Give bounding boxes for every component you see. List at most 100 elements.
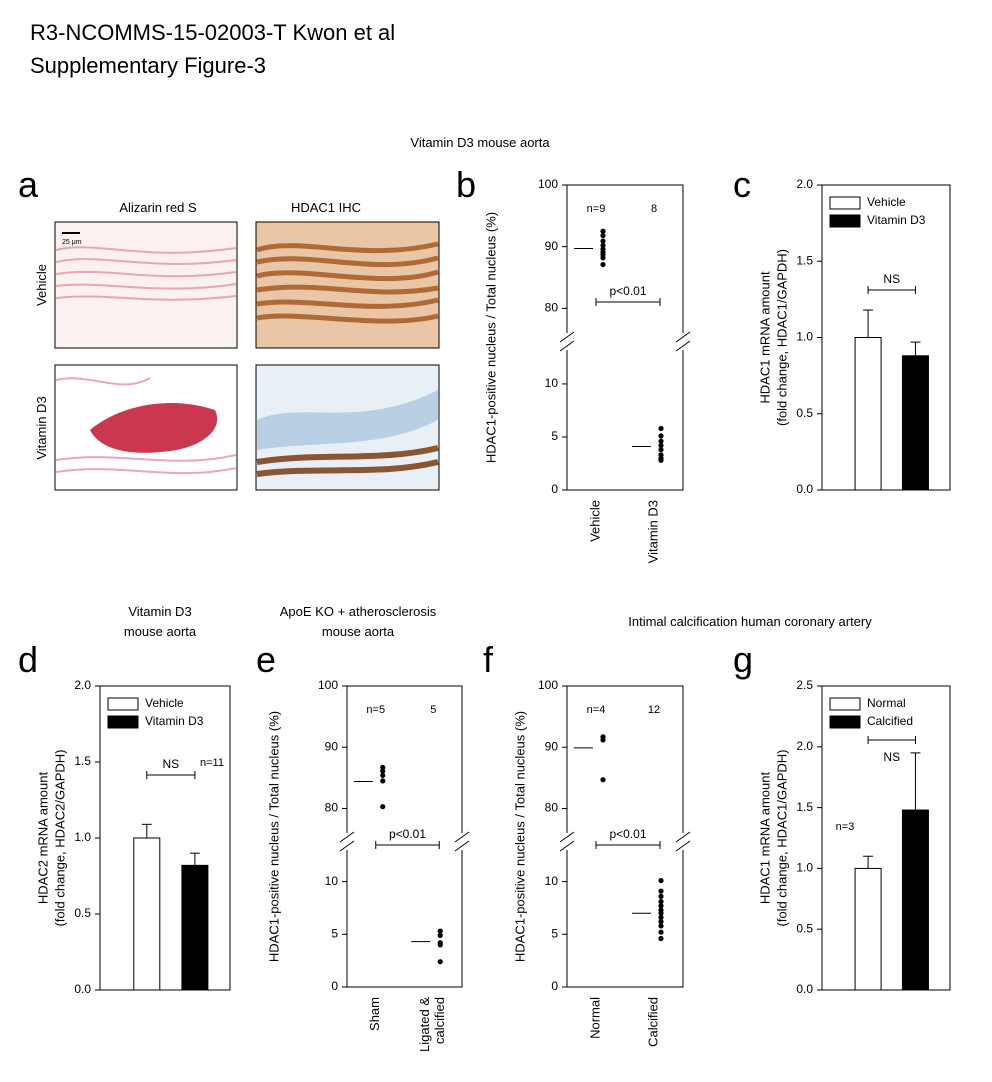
y-tick-label: 0.0 [74,982,91,996]
significance-label: p<0.01 [389,827,426,841]
micrograph [255,221,440,349]
data-point [658,457,664,463]
panel-letter: d [18,639,38,680]
axis-break [675,831,691,843]
y-tick-label: 0.0 [796,982,813,996]
y-tick-label: 80 [325,801,339,815]
data-point [658,442,664,449]
plot-frame [346,685,463,988]
y-tick-label: 0.5 [796,921,813,935]
scale-bar-label: 25 μm [62,239,82,246]
legend-swatch [107,715,139,729]
page-subtitle: Supplementary Figure-3 [30,53,266,78]
data-point [658,910,664,916]
y-tick-label: 90 [545,239,559,253]
axis-break [559,831,575,843]
group-title: Intimal calcification human coronary art… [628,614,872,629]
x-tick-label: Normal [587,997,602,1039]
significance-bracket [867,736,916,744]
y-tick-label: 10 [325,874,339,888]
y-axis-label: HDAC1 mRNA amount [757,772,772,905]
legend-swatch [829,715,861,729]
data-point [658,923,664,929]
panel-letter: b [456,164,476,205]
y-tick-label: 10 [545,874,559,888]
y-tick-label: 2.5 [796,678,813,692]
data-point [437,928,443,934]
legend-label: Normal [867,696,906,710]
data-point [658,893,664,899]
panel-letter: g [733,639,753,680]
data-point [600,242,606,249]
x-tick-label: Vitamin D3 [645,500,660,563]
column-label: HDAC1 IHC [291,200,361,215]
axis-break [675,331,691,343]
micrograph [54,364,238,491]
sample-size: 5 [430,704,436,716]
sample-size: n=5 [366,704,385,716]
y-axis-label: HDAC1-positive nucleus / Total nucleus (… [512,711,527,962]
data-point [600,255,606,261]
data-point [658,914,664,921]
axis-break [454,831,470,843]
axis-break [559,340,575,352]
y-axis-label: (fold change, HDAC1/GAPDH) [774,749,789,926]
axis-break [454,840,470,852]
plot-frame [821,685,951,991]
y-axis-label: HDAC1-positive nucleus / Total nucleus (… [483,212,498,463]
significance-label: NS [883,750,900,764]
sample-size: n=4 [587,704,606,716]
y-tick-label: 0 [551,482,558,496]
y-tick-label: 0.5 [74,906,91,920]
y-tick-label: 2.0 [796,739,813,753]
bar [854,867,882,991]
bar [133,837,161,991]
y-tick-label: 1.5 [796,253,813,267]
plot-frame [99,685,231,991]
y-tick-label: 10 [545,376,559,390]
y-tick-label: 2.0 [796,177,813,191]
axis-break [675,840,691,852]
y-tick-label: 5 [551,429,558,443]
y-tick-label: 0 [331,979,338,993]
y-tick-label: 100 [538,177,558,191]
significance-label: NS [163,757,180,771]
bar [181,864,209,991]
legend-swatch [829,214,861,228]
legend-label: Calcified [867,714,913,728]
significance-bracket [595,841,661,849]
row-label: Vehicle [34,264,49,306]
sample-size: 12 [648,704,660,716]
plot-frame [566,184,684,491]
panel-letter: c [733,164,751,205]
legend-label: Vehicle [867,195,906,209]
axis-break [339,840,355,852]
y-tick-label: 1.5 [796,800,813,814]
sample-size: n=11 [200,757,224,769]
y-axis-label: HDAC1-positive nucleus / Total nucleus (… [266,711,281,962]
data-point [380,772,386,779]
data-point [658,899,664,905]
sample-size: n=3 [836,821,855,833]
data-point [437,932,443,938]
axis-break [675,340,691,352]
y-tick-label: 100 [538,678,558,692]
legend-label: Vitamin D3 [145,714,204,728]
bar [901,809,929,991]
data-point [437,959,443,965]
data-point [380,778,386,784]
x-tick-label: Calcified [645,997,660,1047]
sample-size: 8 [651,203,657,215]
y-axis-label: (fold change, HDAC1/GAPDH) [774,249,789,426]
y-tick-label: 1.5 [74,754,91,768]
panel-letter: f [483,639,494,680]
data-point [600,737,606,743]
data-point [437,942,443,948]
column-label: Alizarin red S [119,200,197,215]
group-title: Vitamin D3 mouse aorta [410,135,550,150]
micrograph [255,364,440,491]
axis-break [559,840,575,852]
sample-size: n=9 [587,203,606,215]
y-tick-label: 80 [545,301,559,315]
significance-label: p<0.01 [609,284,646,298]
